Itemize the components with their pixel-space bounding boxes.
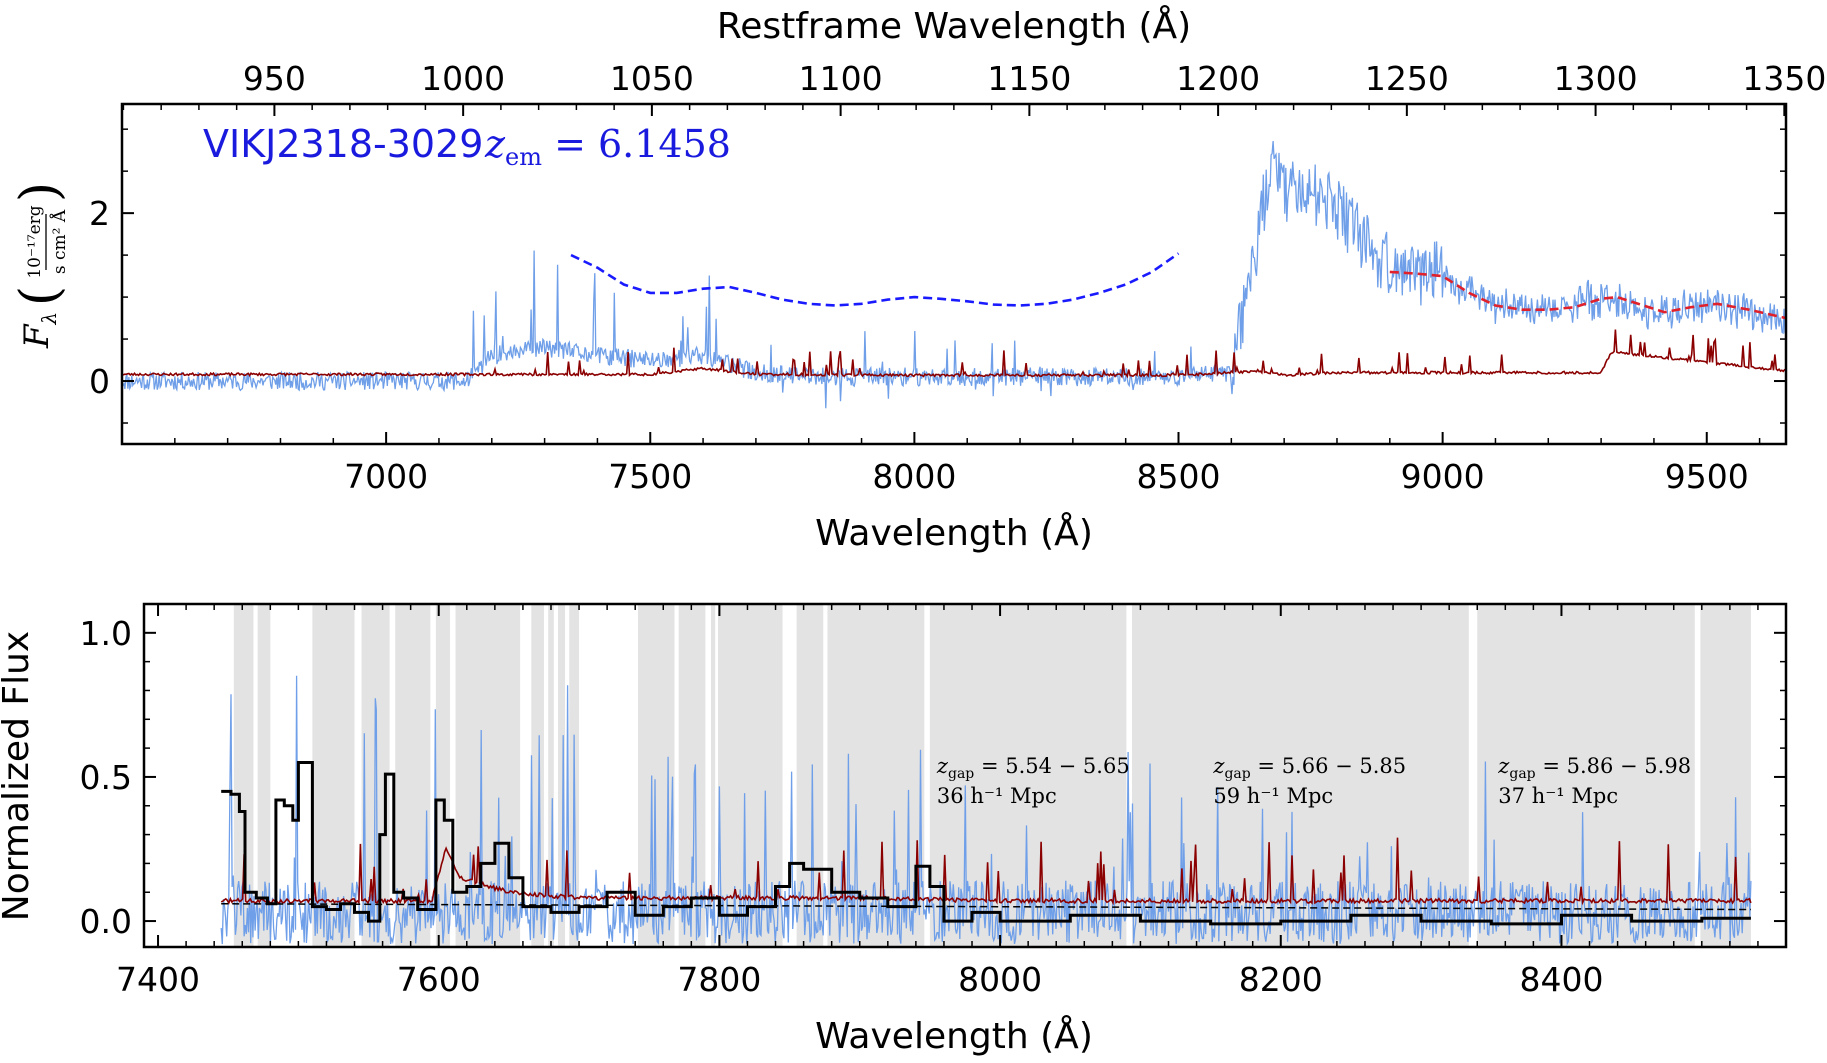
top-x-tick-label: 7000 [344, 457, 428, 496]
bottom-y-tick-label: 0.0 [80, 902, 132, 941]
bottom-x-tick-label: 8400 [1519, 960, 1603, 999]
svg-text:Fλ: Fλ [17, 312, 61, 349]
top-x2-tick-label: 1050 [610, 59, 694, 98]
top-panel-title-object: VIKJ2318-3029 [203, 122, 483, 166]
bottom-x-tick-label: 8200 [1239, 960, 1323, 999]
top-y-tick-label: 2 [89, 194, 110, 233]
svg-text:): ) [10, 182, 70, 202]
top-x2-tick-label: 1250 [1365, 59, 1449, 98]
top-x-axis-title: Wavelength (Å) [815, 511, 1093, 554]
gap-annotation-length: 36 h⁻¹ Mpc [937, 784, 1057, 808]
series-flux [122, 141, 1786, 408]
top-x-tick-label: 9000 [1401, 457, 1485, 496]
top-x2-tick-label: 1000 [421, 59, 505, 98]
bottom-x-axis-title: Wavelength (Å) [815, 1014, 1093, 1057]
svg-text:s cm² Å: s cm² Å [49, 209, 70, 274]
top-y-tick-label: 0 [89, 362, 110, 401]
top-plot-area [122, 141, 1786, 408]
top-x-tick-label: 9500 [1665, 457, 1749, 496]
bottom-y-axis-title: Normalized Flux [0, 631, 37, 921]
top-x2-tick-label: 1350 [1742, 59, 1826, 98]
svg-text:10⁻¹⁷erg: 10⁻¹⁷erg [25, 205, 45, 278]
top-panel: 7000 7500 8000 8500 9000 9500 950 1000 1050 1100 1… [10, 4, 1826, 554]
top-x-tick-label: 8500 [1137, 457, 1221, 496]
top-y-axis-title: Fλ ( 10⁻¹⁷erg s cm² Å ) [10, 182, 70, 349]
series-continuum-blue [571, 253, 1179, 305]
bottom-x-tick-label: 7400 [116, 960, 200, 999]
spectrum-figure: 7000 7500 8000 8500 9000 9500 950 1000 1050 1100 1… [0, 0, 1827, 1063]
top-x-tick-label: 7500 [608, 457, 692, 496]
bottom-x-tick-label: 7800 [677, 960, 761, 999]
gap-annotation-length: 59 h⁻¹ Mpc [1213, 784, 1333, 808]
bottom-x-tick-label: 7600 [397, 960, 481, 999]
top-x2-tick-label: 1200 [1176, 59, 1260, 98]
gap-annotation-length: 37 h⁻¹ Mpc [1498, 784, 1618, 808]
top-x2-tick-label: 1300 [1554, 59, 1638, 98]
top-x-tick-label: 8000 [872, 457, 956, 496]
bottom-y-tick-label: 1.0 [80, 614, 132, 653]
bottom-y-tick-label: 0.5 [80, 758, 132, 797]
top-x2-axis-title: Restframe Wavelength (Å) [717, 4, 1191, 47]
bottom-x-tick-label: 8000 [958, 960, 1042, 999]
svg-text:(: ( [10, 286, 70, 306]
top-x2-tick-label: 1150 [987, 59, 1071, 98]
top-x2-tick-label: 950 [243, 59, 306, 98]
top-panel-title-redshift: zem = 6.1458 [484, 122, 731, 171]
top-x2-tick-label: 1100 [799, 59, 883, 98]
